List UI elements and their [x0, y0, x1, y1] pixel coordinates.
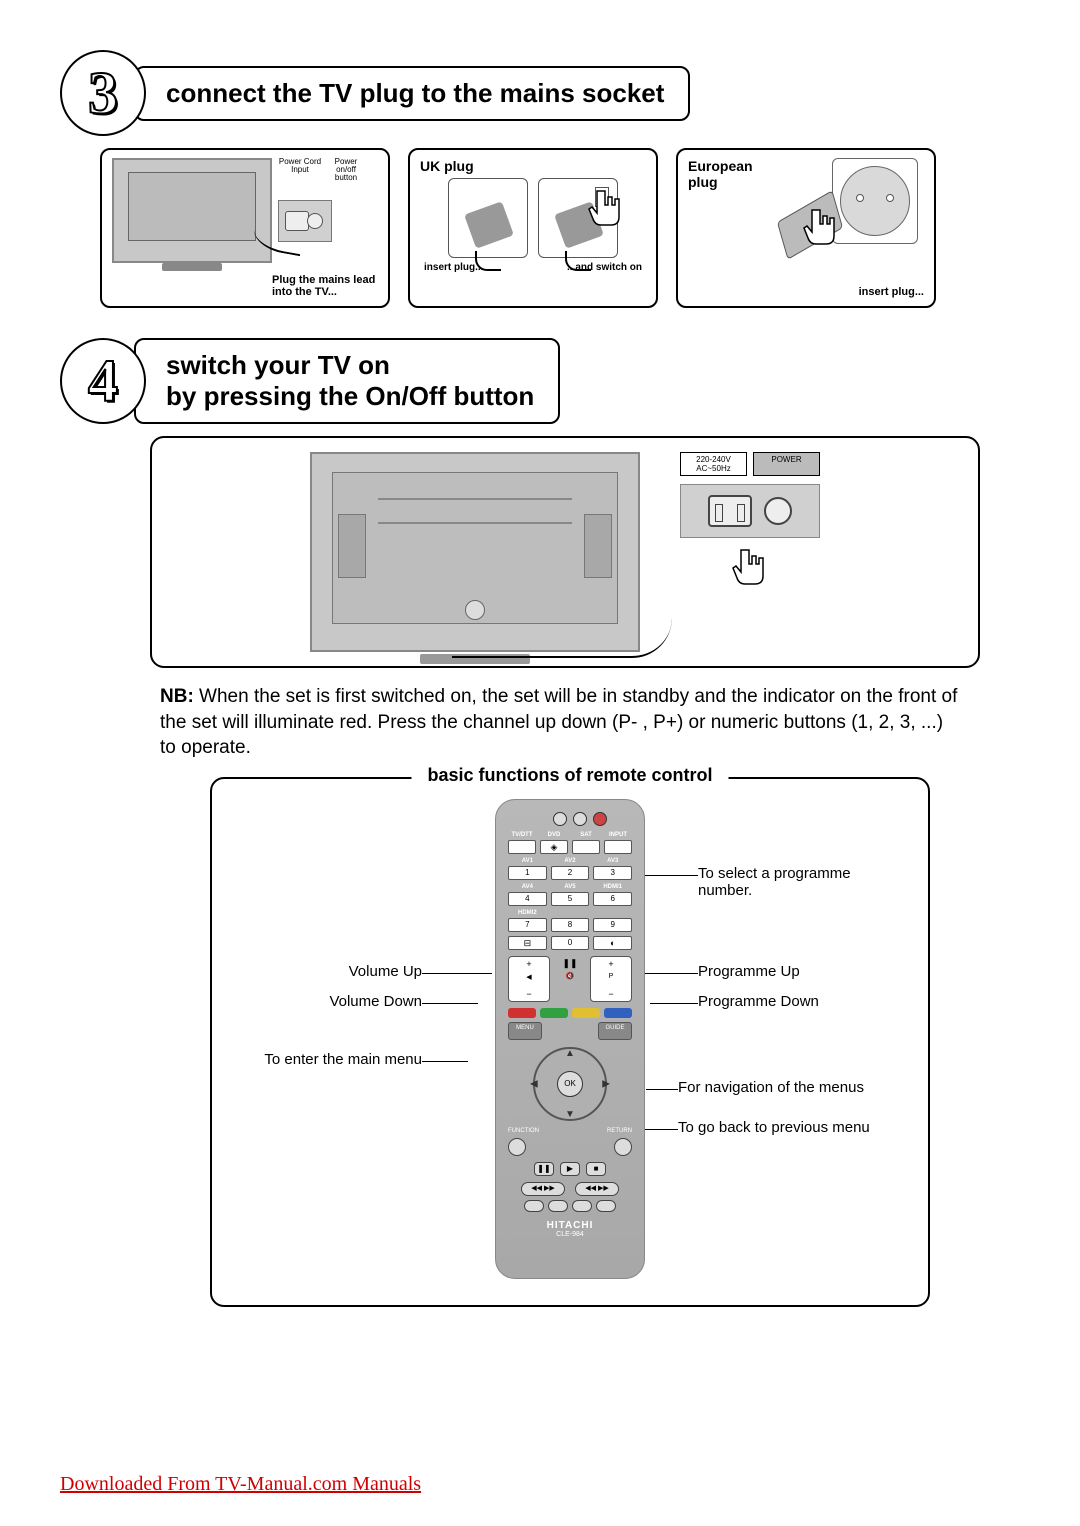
- tv-back-illustration: [112, 158, 272, 263]
- step3-circle: 3: [60, 50, 146, 136]
- uk-socket-switch: [538, 178, 618, 258]
- remote-brand: HITACHI: [508, 1220, 632, 1231]
- nb-paragraph: NB: When the set is first switched on, t…: [160, 684, 960, 761]
- step4-header: 4 switch your TV on by pressing the On/O…: [60, 338, 1020, 424]
- center-decor: ❚❚🔇: [556, 956, 584, 1002]
- src-lbl: TV/DTT: [508, 832, 536, 838]
- uk-plug-title: UK plug: [420, 158, 646, 174]
- volume-rocker: + ◀ −: [508, 956, 550, 1002]
- power-port-icon: [708, 495, 752, 527]
- numkey: 8: [551, 918, 590, 932]
- caption-rest: into the TV...: [272, 286, 337, 298]
- remote-title: basic functions of remote control: [411, 765, 728, 786]
- voltage-tag: 220-240V AC~50Hz: [680, 452, 747, 476]
- power-tag: POWER: [753, 452, 820, 476]
- remote-illustration: TV/DTT DVD SAT INPUT ◈ AV1AV2AV3 123 AV4…: [495, 799, 645, 1279]
- step4-illustration-box: 220-240V AC~50Hz POWER: [150, 436, 980, 668]
- tv-panel-caption: Plug the mains lead into the TV...: [272, 274, 375, 298]
- callout-menu: To enter the main menu: [218, 1051, 422, 1068]
- return-label: RETURN: [607, 1128, 632, 1134]
- callout-nav: For navigation of the menus: [678, 1079, 922, 1096]
- ok-button: OK: [557, 1071, 583, 1097]
- src-lbl: SAT: [572, 832, 600, 838]
- step4-number: 4: [88, 347, 118, 416]
- eu-cap: insert plug...: [859, 286, 924, 298]
- footer-link[interactable]: Downloaded From TV-Manual.com Manuals: [60, 1473, 421, 1496]
- numkey: 3: [593, 866, 632, 880]
- hand-icon: [796, 204, 846, 257]
- step3-header: 3 connect the TV plug to the mains socke…: [60, 50, 1020, 136]
- seek-button: ◀◀ ▶▶: [521, 1182, 565, 1196]
- color-keys: [508, 1008, 632, 1018]
- numkey: 5: [551, 892, 590, 906]
- nb-body: When the set is first switched on, the s…: [160, 686, 957, 758]
- numkey: ◐: [593, 936, 632, 950]
- hand-icon: [581, 185, 631, 238]
- callout-prog-select: To select a programme number.: [698, 865, 888, 899]
- numkey: 7: [508, 918, 547, 932]
- stop-button: ■: [586, 1162, 606, 1176]
- pause-button: ❚❚: [534, 1162, 554, 1176]
- numkey: ⊟: [508, 936, 547, 950]
- callout-vol-up: Volume Up: [272, 963, 422, 980]
- uk-plug-panel: UK plug insert plug... ...and switch on: [408, 148, 658, 308]
- seek-button: ◀◀ ▶▶: [575, 1182, 619, 1196]
- callout-return: To go back to previous menu: [678, 1119, 922, 1136]
- numkey: 1: [508, 866, 547, 880]
- hand-icon: [680, 544, 820, 599]
- step4-title: switch your TV on by pressing the On/Off…: [134, 338, 560, 424]
- step4-title-l2: by pressing the On/Off button: [166, 381, 534, 412]
- eu-plug-title: European plug: [688, 158, 768, 254]
- uk-socket-insert: [448, 178, 528, 258]
- play-button: ▶: [560, 1162, 580, 1176]
- menu-button: MENU: [508, 1022, 542, 1040]
- numkey: 0: [551, 936, 590, 950]
- eu-socket-illustration: [778, 158, 918, 258]
- callout-prog-down: Programme Down: [698, 993, 876, 1010]
- step3-number: 3: [88, 59, 118, 128]
- function-label: FUNCTION: [508, 1128, 539, 1134]
- nb-label: NB:: [160, 686, 194, 707]
- eu-plug-panel: European plug insert plug...: [676, 148, 936, 308]
- tv-panel: Power Cord Input Power on/off button Plu…: [100, 148, 390, 308]
- step4-title-l1: switch your TV on: [166, 350, 390, 380]
- src-lbl: INPUT: [604, 832, 632, 838]
- guide-button: GUIDE: [598, 1022, 632, 1040]
- power-button-icon: [764, 497, 792, 525]
- power-button-label: Power on/off button: [324, 158, 368, 182]
- step3-panels: Power Cord Input Power on/off button Plu…: [100, 148, 1020, 308]
- power-detail: 220-240V AC~50Hz POWER: [680, 452, 820, 599]
- callout-prog-up: Programme Up: [698, 963, 858, 980]
- programme-rocker: + P −: [590, 956, 632, 1002]
- numkey: 6: [593, 892, 632, 906]
- step3-title: connect the TV plug to the mains socket: [134, 66, 690, 121]
- power-cord-label: Power Cord Input: [278, 158, 322, 182]
- step4-circle: 4: [60, 338, 146, 424]
- caption-bold: Plug the mains lead: [272, 274, 375, 286]
- numkey: 9: [593, 918, 632, 932]
- return-button: [614, 1138, 632, 1156]
- function-button: [508, 1138, 526, 1156]
- src-lbl: DVD: [540, 832, 568, 838]
- remote-model: CLE-984: [508, 1231, 632, 1238]
- numkey: 2: [551, 866, 590, 880]
- callout-vol-down: Volume Down: [258, 993, 422, 1010]
- nav-pad: OK ▲▼◀▶: [508, 1044, 632, 1124]
- uk-cap-left: insert plug...: [424, 262, 483, 273]
- numkey: 4: [508, 892, 547, 906]
- remote-box: basic functions of remote control To sel…: [210, 777, 930, 1307]
